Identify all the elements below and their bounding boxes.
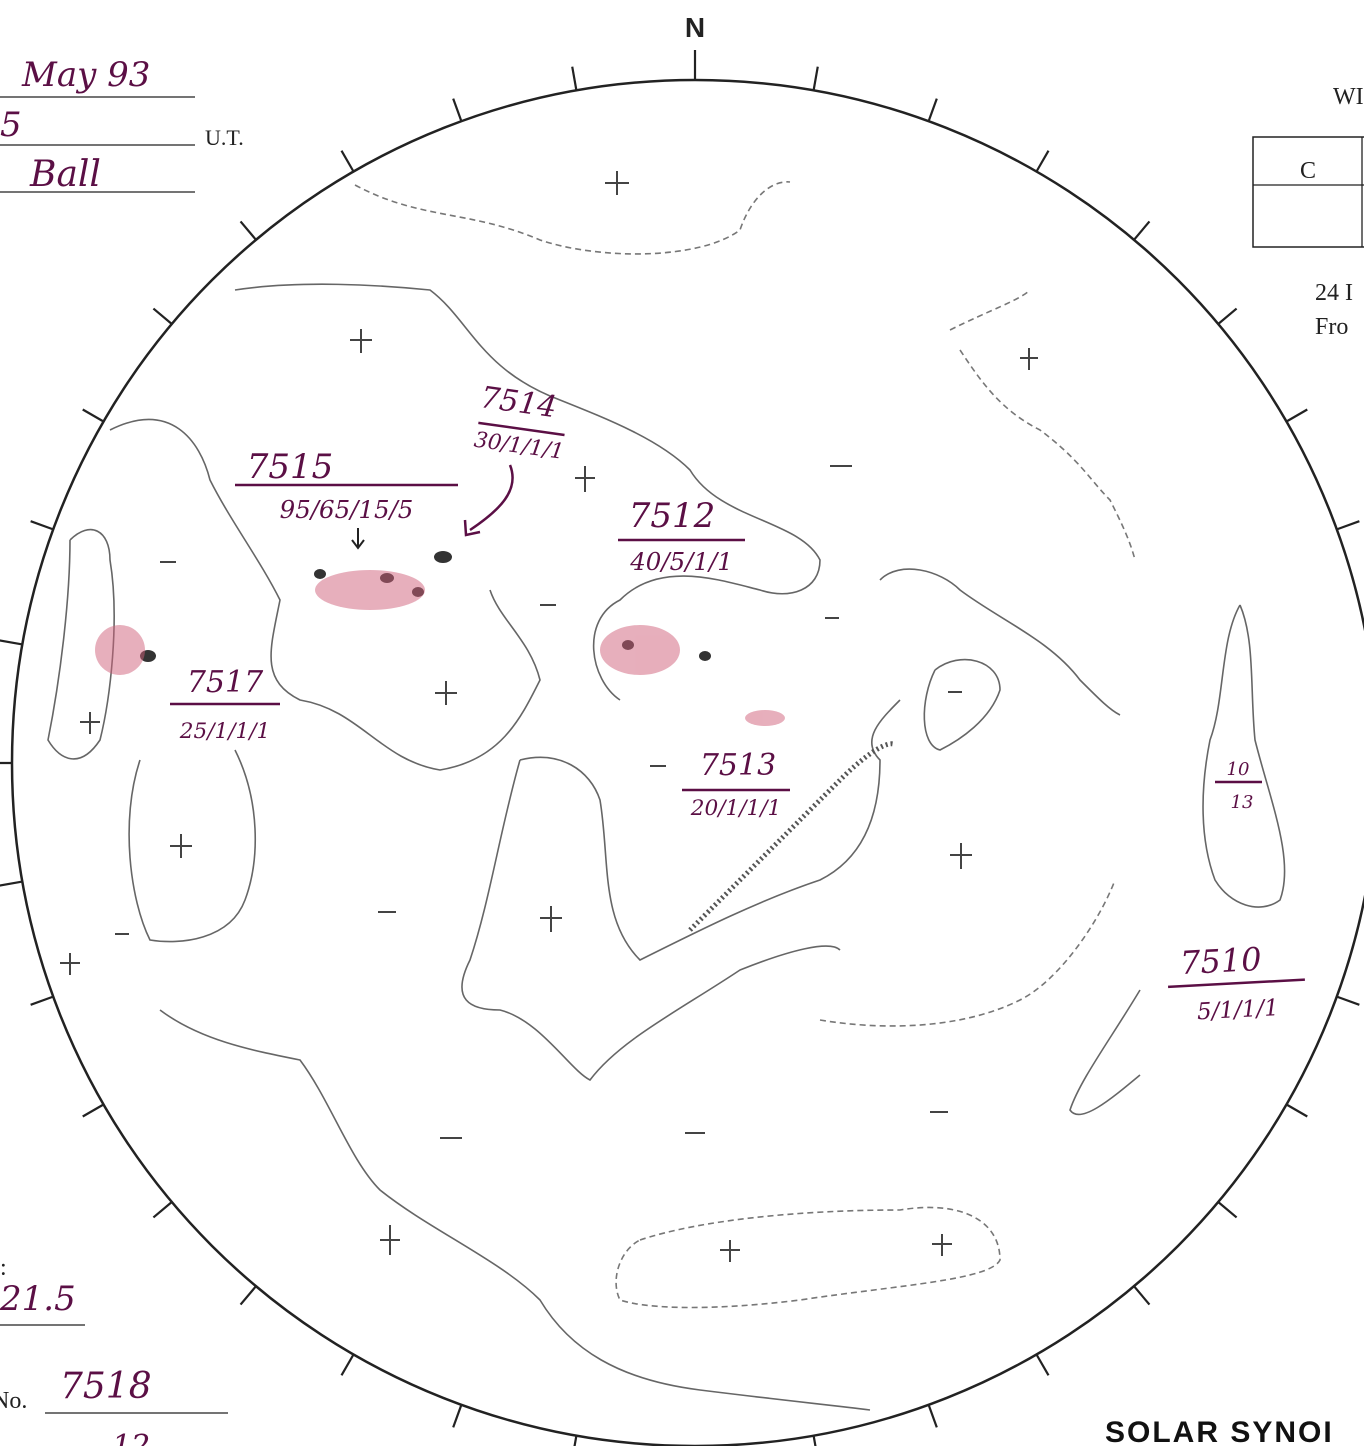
solar-disk	[10, 78, 1364, 1446]
limb-tick	[812, 1435, 817, 1446]
neutral-line	[354, 181, 791, 255]
limb-tick	[239, 1285, 257, 1306]
limb-tick	[1285, 1103, 1308, 1118]
region-label: 7513 20/1/1/1	[682, 748, 790, 821]
polarity-marks	[60, 171, 1038, 1262]
neutral-line	[879, 568, 1121, 716]
limb-tick	[1035, 1353, 1050, 1376]
time-unit: U.T.	[205, 125, 244, 150]
extra-value: 12	[112, 1429, 150, 1446]
limb-tick	[239, 220, 257, 241]
neutral-line	[519, 699, 901, 961]
neutral-line	[949, 289, 1136, 561]
limb-tick	[30, 520, 54, 531]
filament	[688, 741, 897, 932]
region-label: 7517 25/1/1/1	[170, 665, 280, 744]
note: Fro	[1315, 314, 1348, 340]
time: 5	[0, 105, 22, 145]
neutral-line	[461, 759, 841, 1082]
region-counts: 5/1/1/1	[1196, 995, 1279, 1025]
limb-tick	[1336, 520, 1360, 531]
neutral-line	[819, 879, 1116, 1027]
underline	[478, 421, 565, 437]
limb-tick	[30, 995, 54, 1006]
underline	[1168, 978, 1305, 989]
north-label: N	[685, 12, 705, 43]
limb-tick	[82, 408, 105, 423]
filament-label: 10	[1227, 759, 1250, 780]
limb-tick	[452, 98, 463, 122]
limb-tick	[152, 307, 173, 325]
region-number: 7517	[187, 665, 264, 700]
region-number: 7512	[629, 496, 716, 536]
section-title: WI	[1333, 84, 1364, 110]
number-label: No.	[0, 1388, 27, 1414]
neutral-line	[128, 749, 257, 943]
neutral-line	[615, 1206, 1001, 1309]
limb-tick	[812, 66, 819, 91]
sheet-title: SOLAR SYNOI	[1105, 1416, 1334, 1446]
region-counts: 20/1/1/1	[690, 796, 782, 821]
limb-tick	[1217, 1201, 1238, 1219]
region-counts: 95/65/15/5	[280, 495, 414, 524]
arrow	[469, 464, 514, 532]
region-counts: 40/5/1/1	[629, 547, 733, 576]
table-cell: C	[1300, 158, 1316, 184]
region-number: 7515	[247, 447, 334, 487]
table	[1252, 136, 1364, 248]
limb-tick	[340, 150, 355, 173]
neutral-line	[159, 1009, 871, 1411]
filament	[1202, 604, 1286, 908]
observer: Ball	[29, 154, 101, 195]
limb-tick	[1133, 220, 1151, 241]
footer-label: :	[0, 1255, 7, 1281]
limb-tick	[452, 1404, 463, 1428]
note: 24 I	[1315, 280, 1353, 306]
limb-tick	[0, 639, 23, 646]
limb-tick	[152, 1201, 173, 1219]
neutral-line	[234, 283, 821, 701]
limb-ticks	[0, 50, 1360, 1446]
region-label: 7510 5/1/1/1	[1168, 940, 1305, 1025]
limb-tick	[1285, 408, 1308, 423]
limb-tick	[1133, 1285, 1151, 1306]
neutral-line	[1069, 989, 1141, 1116]
region-label: 7515 95/65/15/5	[235, 447, 458, 524]
limb-tick	[0, 880, 23, 887]
date: May 93	[21, 55, 150, 95]
limb-tick	[1336, 995, 1360, 1006]
limb-tick	[340, 1353, 355, 1376]
arrow	[351, 528, 365, 550]
limb-tick	[1035, 150, 1050, 173]
region-label: 7512 40/5/1/1	[618, 496, 745, 576]
limb-tick	[82, 1103, 105, 1118]
limb-tick	[927, 1404, 938, 1428]
neutral-line	[47, 528, 115, 760]
limb-tick	[571, 66, 578, 91]
limb-tick	[927, 98, 938, 122]
region-number: 7513	[700, 748, 776, 783]
footer-value: 21.5	[0, 1279, 76, 1319]
limb-tick	[1217, 307, 1238, 325]
plage	[95, 570, 785, 726]
region-number: 7510	[1179, 940, 1262, 982]
limb-tick	[573, 1435, 578, 1446]
neutral-line	[923, 658, 1001, 751]
region-counts: 25/1/1/1	[179, 719, 271, 744]
number-value: 7518	[60, 1366, 152, 1407]
filament-label: 13	[1231, 792, 1254, 813]
arrow-head	[463, 519, 481, 537]
neutral-line	[109, 418, 541, 771]
